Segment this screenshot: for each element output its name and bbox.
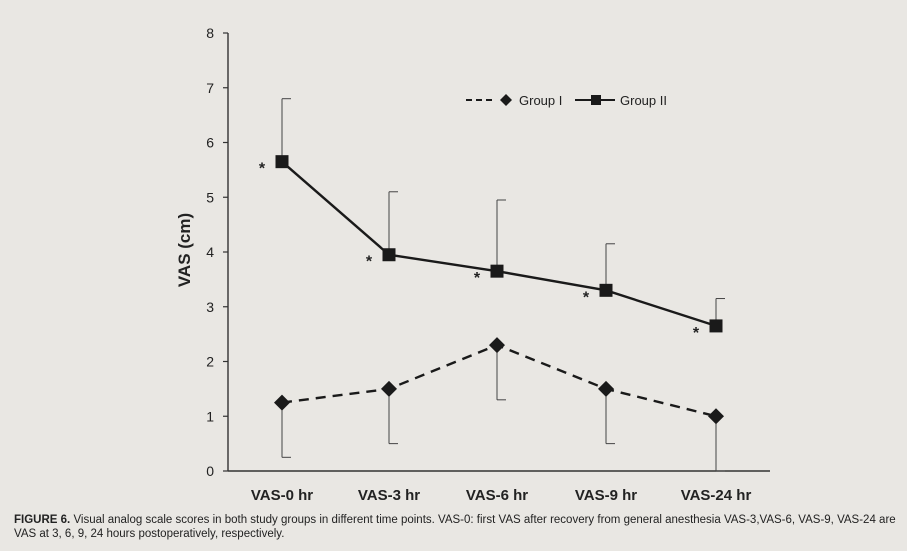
- series-markers: [274, 155, 724, 425]
- legend: Group I Group II: [466, 93, 667, 108]
- legend-label-group-ii: Group II: [620, 93, 667, 108]
- x-tick-label: VAS-6 hr: [466, 487, 528, 504]
- y-tick-label: 0: [206, 463, 214, 479]
- x-tick-label: VAS-3 hr: [358, 487, 420, 504]
- significance-asterisk: *: [366, 254, 373, 271]
- data-point-group-i: [489, 337, 505, 354]
- series-line-group-i: [281, 343, 717, 418]
- legend-label-group-i: Group I: [519, 93, 562, 108]
- figure-caption-text: Visual analog scale scores in both study…: [14, 514, 896, 540]
- significance-asterisk: *: [474, 270, 481, 287]
- significance-annotations: * * * * *: [259, 161, 700, 342]
- significance-asterisk: *: [259, 161, 266, 178]
- y-tick-label: 2: [206, 354, 214, 370]
- data-point-group-i: [708, 408, 724, 425]
- y-axis-label: VAS (cm): [175, 213, 194, 287]
- significance-asterisk: *: [693, 325, 700, 342]
- figure-caption: FIGURE 6. Visual analog scale scores in …: [14, 513, 904, 541]
- legend-group-ii-square-marker: [591, 95, 601, 105]
- legend-group-i-diamond-marker: [500, 94, 512, 106]
- data-point-group-ii: [490, 264, 504, 278]
- y-tick-label: 8: [206, 25, 214, 41]
- y-tick-label: 6: [206, 135, 214, 151]
- data-point-group-ii: [382, 248, 396, 262]
- x-tick-label: VAS-0 hr: [251, 487, 313, 504]
- error-bars: [281, 98, 725, 472]
- y-axis: 0 1 2 3 4 5 6 7 8: [206, 25, 229, 479]
- x-tick-label: VAS-24 hr: [681, 487, 752, 504]
- y-tick-label: 3: [206, 299, 214, 315]
- x-axis: VAS-0 hr VAS-3 hr VAS-6 hr VAS-9 hr VAS-24 h…: [228, 470, 770, 504]
- y-tick-label: 5: [206, 189, 214, 205]
- data-point-group-i: [381, 380, 397, 397]
- figure-label: FIGURE 6.: [14, 514, 71, 526]
- y-tick-label: 4: [206, 244, 214, 260]
- series-line-group-ii: [281, 160, 717, 328]
- y-tick-label: 7: [206, 80, 214, 96]
- data-point-group-i: [274, 394, 290, 411]
- significance-asterisk: *: [583, 289, 590, 306]
- data-point-group-ii: [275, 155, 289, 169]
- y-tick-label: 1: [206, 408, 214, 424]
- data-point-group-i: [598, 380, 614, 397]
- x-tick-label: VAS-9 hr: [575, 487, 637, 504]
- data-point-group-ii: [709, 319, 723, 333]
- data-point-group-ii: [599, 283, 613, 297]
